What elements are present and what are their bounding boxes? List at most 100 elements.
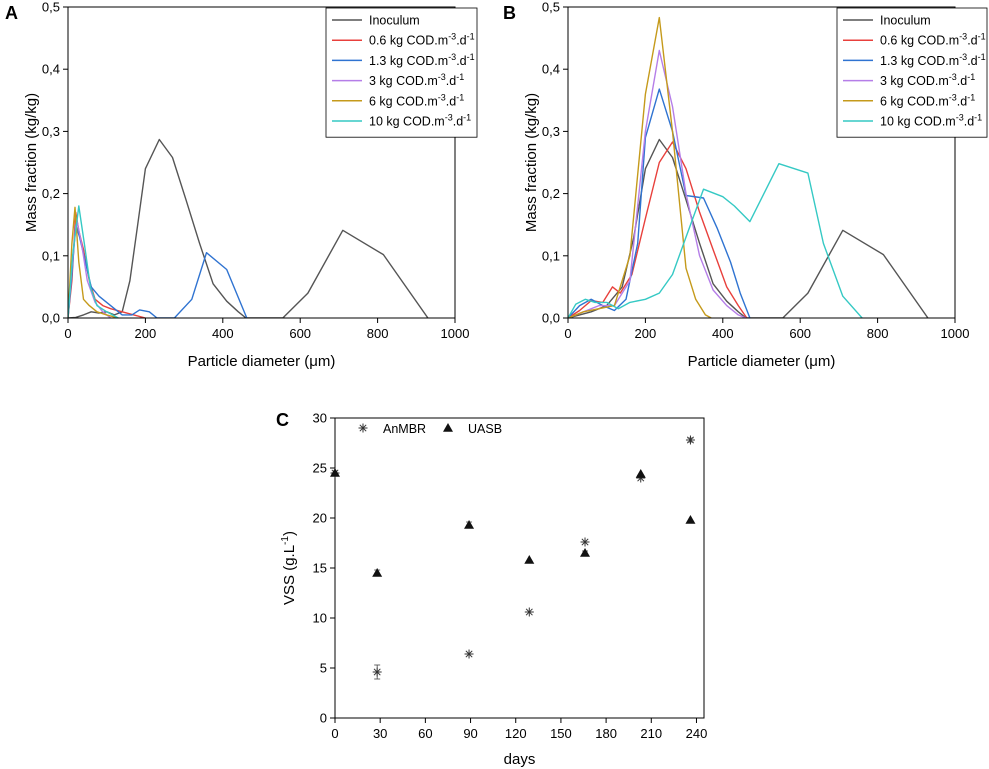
legend-label-sup2: -1 <box>978 52 986 62</box>
asterisk-marker <box>580 537 590 547</box>
legend-label-sup: -3 <box>448 32 456 42</box>
x-tick-label: 120 <box>505 726 527 741</box>
legend-label-base: 1.3 kg COD.m <box>880 54 959 68</box>
y-axis-label-c: VSS (g.L-1) <box>280 531 298 605</box>
legend-label-base: 3 kg COD.m <box>880 74 949 88</box>
legend-label-base: 10 kg COD.m <box>369 115 445 129</box>
chart-panel-a: 0 200 400 600 800 1000 0,0 0,1 0,2 0,3 0,4 0,5 Part… <box>23 0 478 370</box>
y-tick-label: 0,3 <box>542 124 560 139</box>
markers-clipped <box>330 435 696 680</box>
asterisk-stroke <box>373 668 381 676</box>
legend-label-sup2: -1 <box>456 72 464 82</box>
x-tick-label: 0 <box>64 326 71 341</box>
series-line-10 <box>68 205 119 318</box>
legend-label: 3 kg COD.m-3.d-1 <box>369 72 464 88</box>
legend-label: 10 kg COD.m-3.d-1 <box>880 113 982 129</box>
series-line-1_3 <box>568 88 751 318</box>
legend-label: 1.3 kg COD.m-3.d-1 <box>369 52 475 68</box>
y-tick-label: 0,4 <box>42 62 60 77</box>
y-axis-label-b: Mass fraction (kg/kg) <box>523 93 540 232</box>
y-tick-label: 0,0 <box>42 311 60 326</box>
y-tick-label: 5 <box>320 661 327 676</box>
legend-label-mid: .d <box>446 74 456 88</box>
x-tick-label: 400 <box>212 326 234 341</box>
legend-label-sup: -3 <box>438 72 446 82</box>
x-tick-label: 90 <box>463 726 477 741</box>
legend-label-uasb: UASB <box>468 422 502 436</box>
legend-label-mid: .d <box>964 115 974 129</box>
asterisk-marker <box>464 649 474 659</box>
y-axis-label-a: Mass fraction (kg/kg) <box>23 93 40 232</box>
legend-label: 6 kg COD.m-3.d-1 <box>369 92 464 108</box>
legend-label-base: 3 kg COD.m <box>369 74 438 88</box>
legend-label-sup2: -1 <box>967 72 975 82</box>
x-tick-label: 1000 <box>941 326 970 341</box>
y-tick-label: 0 <box>320 711 327 726</box>
x-tick-label: 1000 <box>441 326 470 341</box>
series-line-10 <box>568 163 863 318</box>
x-tick-label: 150 <box>550 726 572 741</box>
triangle-marker <box>635 469 646 478</box>
legend-label: 6 kg COD.m-3.d-1 <box>880 92 975 108</box>
legend-label: Inoculum <box>369 14 420 28</box>
legend-box <box>836 7 988 138</box>
plot-frame-a <box>67 6 456 319</box>
x-tick-label: 800 <box>367 326 389 341</box>
x-tick-label: 180 <box>595 726 617 741</box>
series-line-6 <box>68 206 119 318</box>
y-tick-label: 0,2 <box>42 186 60 201</box>
x-tick-label: 30 <box>373 726 387 741</box>
y-tick-label: 10 <box>313 611 327 626</box>
triangle-marker <box>372 568 383 577</box>
legend-label-sup: -3 <box>949 72 957 82</box>
triangle-marker <box>464 520 475 529</box>
y-tick-label: 0,3 <box>42 124 60 139</box>
y-tick-label: 0,1 <box>42 248 60 263</box>
asterisk-marker <box>524 607 534 617</box>
legend-label: Inoculum <box>880 14 931 28</box>
asterisk-stroke <box>581 538 589 546</box>
legend-label: 10 kg COD.m-3.d-1 <box>369 113 471 129</box>
asterisk-stroke <box>686 436 694 444</box>
x-tick-label: 240 <box>686 726 708 741</box>
y-tick-label: 0,0 <box>542 311 560 326</box>
axis-ticks-a: 0 200 400 600 800 1000 0,0 0,1 0,2 0,3 0,4 0,5 <box>42 0 470 341</box>
legend-label-base: 1.3 kg COD.m <box>369 54 448 68</box>
legend-label-base: 0.6 kg COD.m <box>369 34 448 48</box>
plot-frame-c <box>334 417 705 719</box>
legend-label-sup2: -1 <box>467 32 475 42</box>
axis-ticks-b: 0 200 400 600 800 1000 0,0 0,1 0,2 0,3 0,4 0,5 <box>542 0 970 341</box>
y-tick-label: 15 <box>313 561 327 576</box>
plot-lines-a <box>68 138 429 318</box>
chart-panel-b: 0 200 400 600 800 1000 0,0 0,1 0,2 0,3 0,4 0,5 Part… <box>523 0 988 370</box>
series-line-0_6 <box>568 141 748 318</box>
x-tick-label: 200 <box>635 326 657 341</box>
legend-label-sup: -3 <box>959 32 967 42</box>
panel-label-c: C <box>276 410 289 430</box>
triangle-marker <box>330 468 340 477</box>
legend-label-base: Inoculum <box>369 14 420 28</box>
triangle-marker <box>685 515 696 524</box>
legend-label: 3 kg COD.m-3.d-1 <box>880 72 975 88</box>
legend-label-sup: -3 <box>445 113 453 123</box>
plot-lines-b <box>568 16 929 318</box>
triangle-marker <box>580 548 591 557</box>
asterisk-marker <box>685 435 695 445</box>
legend-label-anmbr: AnMBR <box>383 422 426 436</box>
x-axis-label-a: Particle diameter (μm) <box>188 353 336 370</box>
legend-label-mid: .d <box>456 34 466 48</box>
legend-label-mid: .d <box>453 115 463 129</box>
y-axis-label-c-sup: -1 <box>280 536 291 545</box>
legend-label-sup2: -1 <box>463 113 471 123</box>
x-tick-label: 600 <box>789 326 811 341</box>
x-axis-label-c: days <box>504 751 536 768</box>
legend-label-base: Inoculum <box>880 14 931 28</box>
y-tick-label: 0,5 <box>42 0 60 15</box>
legend-label-sup: -3 <box>959 52 967 62</box>
x-tick-label: 800 <box>867 326 889 341</box>
legend-label-base: 10 kg COD.m <box>880 115 956 129</box>
legend-label-sup: -3 <box>438 92 446 102</box>
